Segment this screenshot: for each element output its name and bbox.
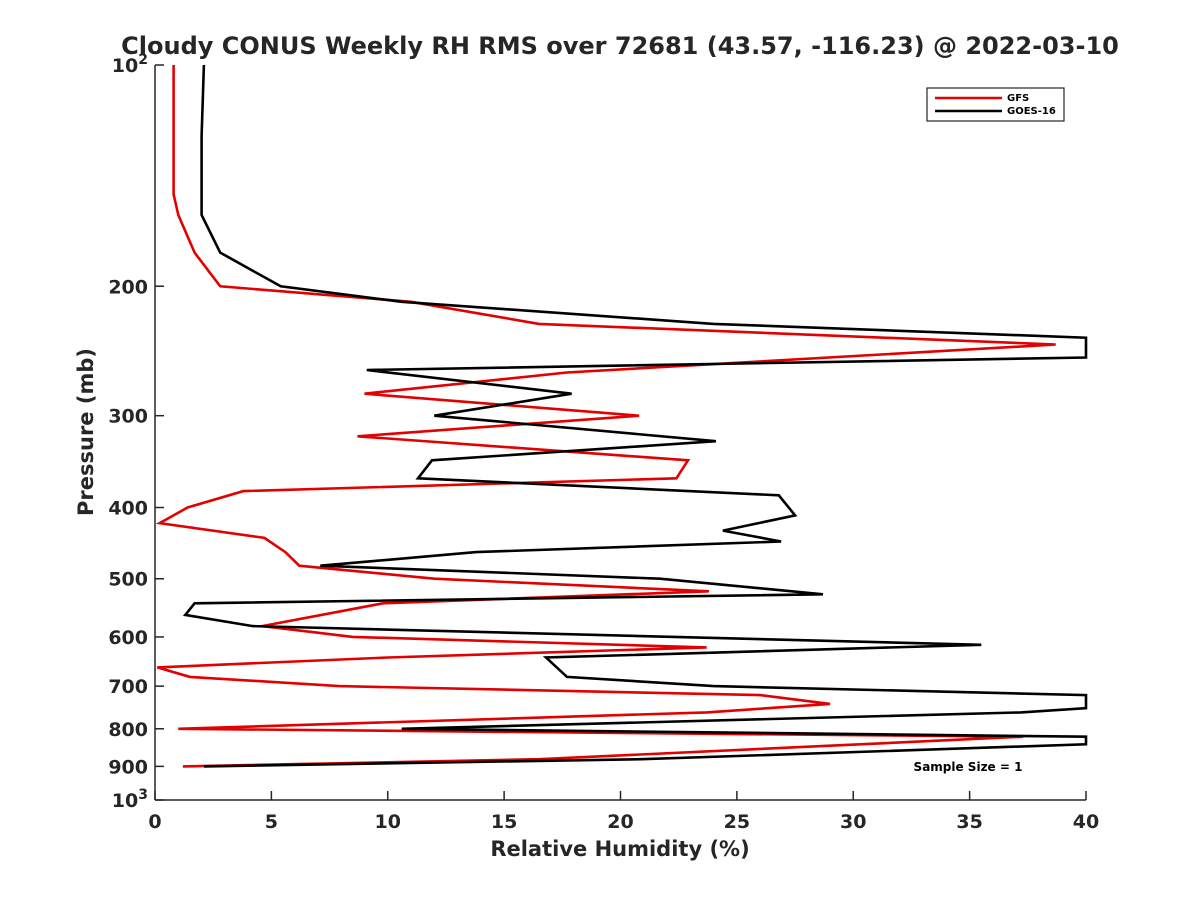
chart-title: Cloudy CONUS Weekly RH RMS over 72681 (4… bbox=[121, 32, 1119, 60]
y-tick-label: 103 bbox=[112, 787, 148, 812]
y-tick-label: 800 bbox=[108, 719, 148, 741]
x-tick-label: 5 bbox=[265, 811, 278, 833]
plot-area: 0 5 10 15 20 25 30 35 40 102 200 300 400 500 600 700 80… bbox=[108, 52, 1099, 833]
series-layer bbox=[155, 64, 1088, 768]
x-tick-label: 0 bbox=[148, 811, 161, 833]
x-tick-label: 15 bbox=[491, 811, 517, 833]
sample-size-annotation: Sample Size = 1 bbox=[914, 760, 1023, 774]
y-tick-label: 600 bbox=[108, 627, 148, 649]
series-line-gfs bbox=[155, 65, 1056, 768]
legend: GFS GOES-16 bbox=[926, 87, 1065, 122]
y-tick-label: 400 bbox=[108, 498, 148, 520]
legend-box bbox=[926, 87, 1065, 122]
y-axis-label: Pressure (mb) bbox=[74, 348, 98, 516]
x-tick-label: 20 bbox=[607, 811, 633, 833]
y-tick-label: 500 bbox=[108, 569, 148, 591]
y-ticks: 102 200 300 400 500 600 700 800 900 103 bbox=[108, 52, 164, 812]
x-tick-label: 35 bbox=[956, 811, 982, 833]
series-line-goes16 bbox=[182, 64, 1088, 768]
y-tick-label: 300 bbox=[108, 406, 148, 428]
y-tick-label: 200 bbox=[108, 276, 148, 298]
legend-label-goes16: GOES-16 bbox=[1007, 106, 1056, 117]
legend-label-gfs: GFS bbox=[1007, 93, 1029, 104]
y-tick-label: 900 bbox=[108, 756, 148, 778]
x-ticks: 0 5 10 15 20 25 30 35 40 bbox=[148, 791, 1099, 833]
y-tick-label: 102 bbox=[112, 52, 148, 77]
x-tick-label: 40 bbox=[1073, 811, 1099, 833]
y-tick-label: 700 bbox=[108, 676, 148, 698]
x-tick-label: 30 bbox=[840, 811, 866, 833]
x-tick-label: 25 bbox=[724, 811, 750, 833]
x-tick-label: 10 bbox=[375, 811, 401, 833]
x-axis-label: Relative Humidity (%) bbox=[490, 837, 749, 861]
